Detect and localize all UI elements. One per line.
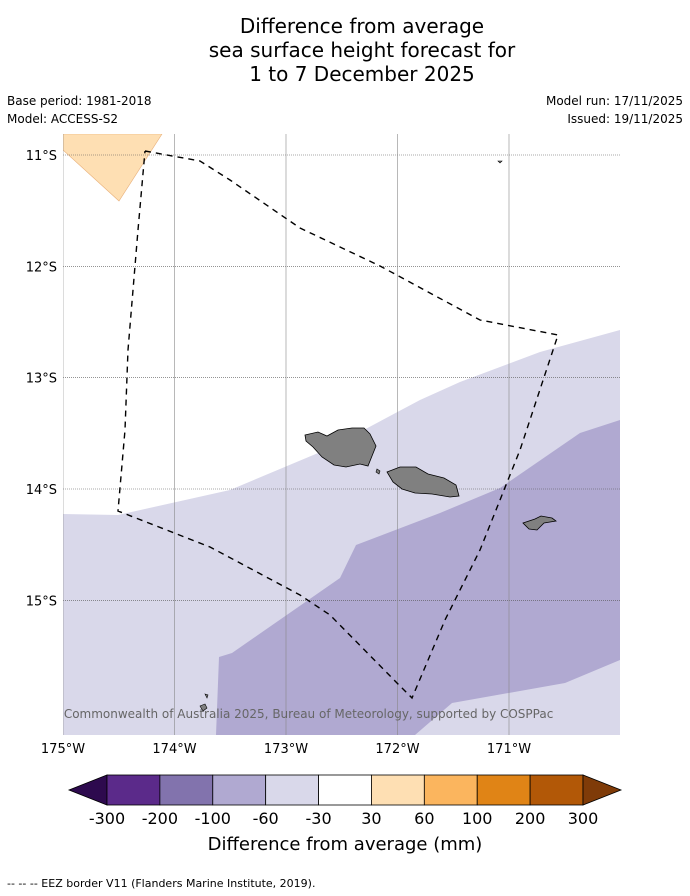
colorbar-tick-label: 300: [568, 809, 599, 828]
map-figure: © Commonwealth of Australia 2025, Bureau…: [26, 134, 623, 855]
gridlines: [63, 134, 620, 735]
lat-tick-label: 15°S: [26, 594, 57, 609]
title-line-3: 1 to 7 December 2025: [249, 62, 475, 86]
model-run-label: Model run: 17/11/2025: [545, 94, 683, 108]
colorbar-segment: [529, 774, 584, 806]
colorbar-tick-label: 100: [462, 809, 493, 828]
colorbar-tick-label: -100: [195, 809, 231, 828]
island-niuafoou: [199, 703, 208, 712]
island-manono: [375, 468, 381, 475]
lon-tick-label: 174°W: [152, 742, 196, 757]
colorbar-tick-label: -60: [253, 809, 279, 828]
island-savaii: [304, 427, 377, 468]
colorbar-segment: [318, 774, 372, 806]
title-line-2: sea surface height forecast for: [208, 38, 516, 62]
lat-tick-label: 14°S: [26, 483, 57, 498]
lon-tick-label: 172°W: [375, 742, 419, 757]
latitude-tick-labels: 11°S 12°S 13°S 14°S 15°S: [26, 149, 57, 609]
issued-label: Issued: 19/11/2025: [567, 112, 683, 126]
anomaly-region-plus30-plus60: [63, 134, 163, 202]
lat-tick-label: 13°S: [26, 372, 57, 387]
chart-title: Difference from average sea surface heig…: [0, 14, 690, 86]
eez-footnote: -- -- -- EEZ border V11 (Flanders Marine…: [7, 877, 316, 890]
colorbar-tick-label: -200: [142, 809, 178, 828]
colorbar-tick-label: 30: [361, 809, 381, 828]
island-small-south: [204, 693, 209, 699]
model-label: Model: ACCESS-S2: [7, 112, 119, 126]
colorbar-tick-labels: -300 -200 -100 -60 -30 30 60 100 200 300: [89, 809, 598, 828]
colorbar-segment: [212, 774, 267, 806]
colorbar-tick-label: 60: [414, 809, 434, 828]
colorbar-tick-label: -300: [89, 809, 125, 828]
lon-tick-label: 173°W: [264, 742, 308, 757]
anomaly-region-minus100-minus60: [216, 420, 620, 735]
colorbar-tick-label: 200: [515, 809, 546, 828]
lon-tick-label: 175°W: [41, 742, 85, 757]
island-tutuila: [522, 515, 557, 531]
colorbar-extend-high: [582, 774, 623, 806]
colorbar-segment: [476, 774, 531, 806]
title-line-1: Difference from average: [239, 14, 485, 38]
colorbar-extend-low: [67, 774, 108, 806]
lat-tick-label: 12°S: [26, 260, 57, 275]
map-panel: © Commonwealth of Australia 2025, Bureau…: [48, 134, 620, 735]
island-upolu: [386, 466, 460, 498]
longitude-tick-labels: 175°W 174°W 173°W 172°W 171°W: [41, 742, 531, 757]
colorbar-segment: [265, 774, 319, 806]
eez-border: [117, 150, 559, 700]
copyright-notice: © Commonwealth of Australia 2025, Bureau…: [48, 707, 553, 721]
colorbar-tick-label: -30: [305, 809, 331, 828]
colorbar: [67, 774, 623, 806]
colorbar-segment: [106, 774, 161, 806]
base-period-label: Base period: 1981-2018: [7, 94, 152, 108]
lat-tick-label: 11°S: [26, 149, 57, 164]
lon-tick-label: 171°W: [487, 742, 531, 757]
colorbar-segment: [371, 774, 425, 806]
colorbar-label: Difference from average (mm): [208, 834, 483, 855]
colorbar-segment: [423, 774, 478, 806]
island-swains: [497, 160, 503, 164]
colorbar-segment: [159, 774, 214, 806]
